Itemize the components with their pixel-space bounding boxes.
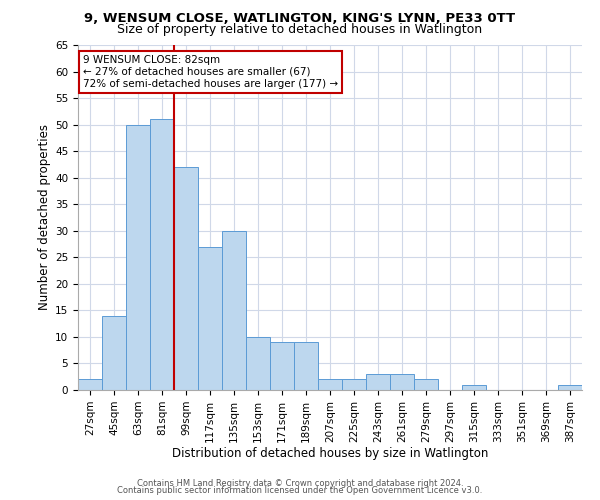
Bar [414, 380, 438, 390]
Bar [270, 342, 294, 390]
Text: 9, WENSUM CLOSE, WATLINGTON, KING'S LYNN, PE33 0TT: 9, WENSUM CLOSE, WATLINGTON, KING'S LYNN… [85, 12, 515, 26]
Text: Contains public sector information licensed under the Open Government Licence v3: Contains public sector information licen… [118, 486, 482, 495]
Bar [294, 342, 318, 390]
Bar [150, 120, 174, 390]
Bar [174, 167, 198, 390]
Bar [102, 316, 126, 390]
Bar [558, 384, 582, 390]
Text: Contains HM Land Registry data © Crown copyright and database right 2024.: Contains HM Land Registry data © Crown c… [137, 478, 463, 488]
Bar [390, 374, 414, 390]
Bar [318, 380, 342, 390]
Bar [126, 124, 150, 390]
Bar [366, 374, 390, 390]
Bar [246, 337, 270, 390]
Bar [78, 380, 102, 390]
Y-axis label: Number of detached properties: Number of detached properties [38, 124, 51, 310]
Text: Size of property relative to detached houses in Watlington: Size of property relative to detached ho… [118, 22, 482, 36]
Bar [462, 384, 486, 390]
Bar [222, 231, 246, 390]
X-axis label: Distribution of detached houses by size in Watlington: Distribution of detached houses by size … [172, 448, 488, 460]
Text: 9 WENSUM CLOSE: 82sqm
← 27% of detached houses are smaller (67)
72% of semi-deta: 9 WENSUM CLOSE: 82sqm ← 27% of detached … [83, 56, 338, 88]
Bar [342, 380, 366, 390]
Bar [198, 246, 222, 390]
